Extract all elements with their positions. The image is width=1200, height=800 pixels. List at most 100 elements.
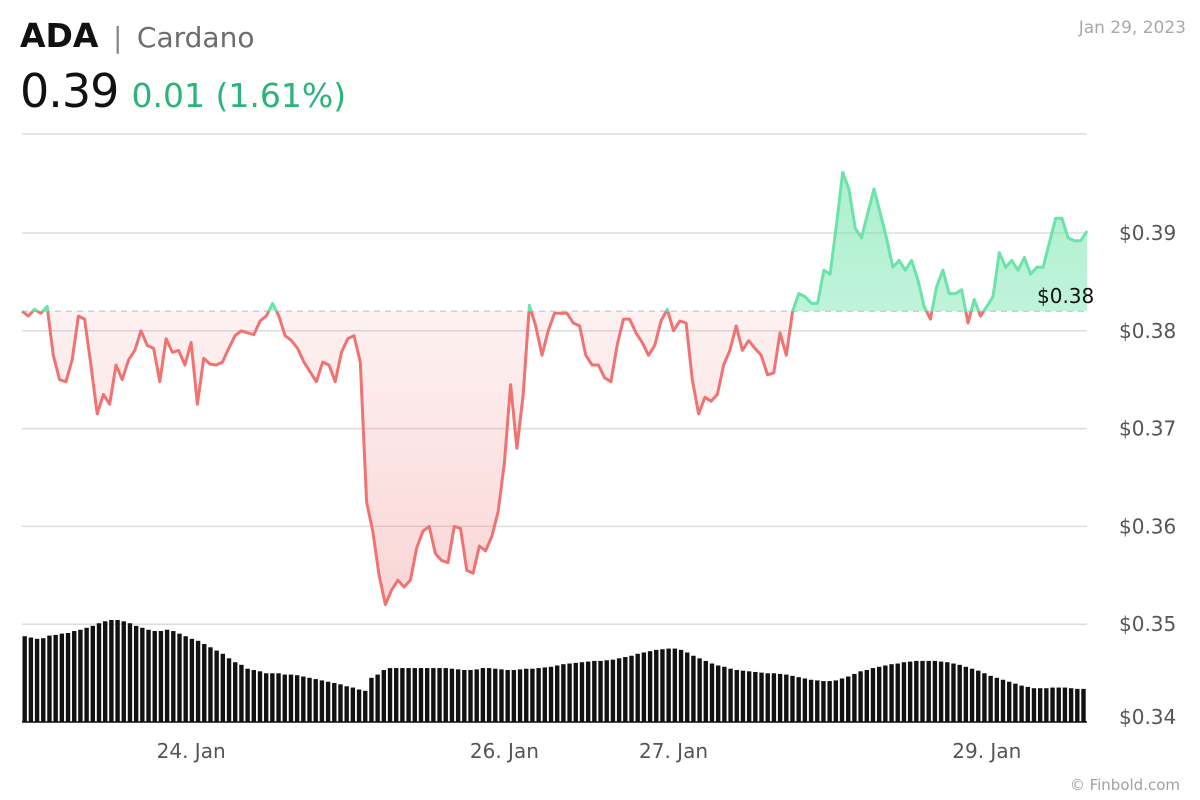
volume-bar: [715, 665, 721, 722]
volume-bar: [294, 675, 300, 722]
volume-bar: [870, 668, 876, 722]
volume-bar: [437, 668, 442, 722]
volume-bar: [976, 670, 981, 722]
chart-date: Jan 29, 2023: [1078, 18, 1186, 38]
ticker-symbol: ADA: [20, 16, 99, 55]
volume-bar: [109, 620, 114, 722]
volume-bar: [734, 670, 739, 722]
volume-bar: [728, 668, 733, 722]
volume-bar: [901, 662, 907, 722]
volume-bar: [883, 665, 888, 722]
price-line-down: [21, 311, 986, 607]
volume-bar: [418, 668, 424, 722]
volume-bar: [214, 650, 219, 722]
volume-bar: [945, 662, 950, 722]
volume-bar: [932, 660, 938, 722]
volume-bar: [220, 653, 226, 722]
volume-bar: [815, 680, 820, 722]
volume-bar: [270, 673, 275, 722]
volume-bar: [505, 670, 510, 722]
volume-bar: [846, 676, 851, 722]
x-tick-label: 26. Jan: [470, 739, 539, 763]
volume-bar: [394, 668, 399, 722]
volume-bar: [592, 660, 597, 722]
volume-bar: [72, 631, 77, 722]
volume-bar: [449, 668, 455, 722]
volume-bar: [78, 629, 83, 722]
volume-bar: [616, 658, 622, 722]
volume-bar: [858, 671, 863, 722]
volume-bar: [796, 677, 801, 722]
volume-bar: [443, 668, 448, 722]
volume-bar: [102, 621, 108, 722]
volume-bar: [647, 651, 653, 722]
reference-label: $0.38: [1037, 284, 1094, 308]
volume-bar: [740, 670, 746, 722]
volume-bar: [1019, 685, 1024, 722]
asset-name: Cardano: [136, 21, 255, 54]
volume-bar: [864, 670, 869, 722]
volume-bar: [127, 623, 133, 722]
volume-bar: [462, 670, 467, 722]
volume-bar: [1025, 686, 1030, 722]
volume-bar: [245, 668, 250, 722]
volume-bar: [499, 669, 504, 722]
volume-bar: [369, 677, 374, 722]
volume-bar: [1081, 688, 1086, 722]
y-tick-label: $0.36: [1119, 514, 1176, 538]
volume-bar: [957, 664, 962, 722]
volume-bar: [517, 669, 523, 722]
volume-bar: [555, 665, 560, 722]
volume-bar: [691, 655, 696, 722]
volume-bar: [233, 662, 238, 722]
volume-bar: [356, 689, 362, 722]
volume-bar: [585, 661, 591, 722]
volume-bar: [548, 666, 554, 722]
volume-bar: [480, 668, 486, 722]
volume-bar: [759, 672, 764, 722]
volume-bar: [202, 644, 207, 722]
volume-bar: [1068, 688, 1074, 722]
volume-bar: [876, 666, 882, 722]
volume-bar: [84, 627, 89, 722]
volume-bar: [406, 668, 411, 722]
volume-bar: [988, 675, 993, 722]
volume-bar: [65, 632, 71, 722]
volume-bar: [697, 658, 702, 722]
volume-bar: [47, 635, 52, 722]
volume-bar: [1037, 688, 1043, 722]
volume-bar: [969, 668, 975, 722]
volume-bar: [164, 629, 170, 722]
volume-bar: [746, 671, 752, 722]
volume-bar: [765, 673, 770, 722]
volume-bar: [672, 648, 678, 722]
volume-bar: [573, 662, 578, 722]
volume-bar: [802, 678, 808, 722]
volume-bar: [926, 660, 931, 722]
volume-bar: [895, 663, 900, 722]
volume-bar: [263, 673, 269, 722]
volume-bar: [610, 659, 616, 722]
volume-bar: [474, 669, 479, 722]
volume-bar: [251, 670, 256, 722]
area-below-reference: [22, 311, 1087, 605]
volume-bar: [22, 636, 27, 722]
volume-bar: [777, 673, 783, 722]
volume-bar: [282, 674, 287, 722]
volume-bar: [288, 674, 294, 722]
title-separator: |: [112, 21, 123, 54]
volume-bar: [195, 640, 201, 722]
watermark: © Finbold.com: [1069, 776, 1180, 794]
volume-bar: [542, 667, 548, 722]
volume-bar: [1075, 688, 1080, 722]
volume-bar: [994, 677, 1000, 722]
volume-bar: [1056, 687, 1061, 722]
volume-bar: [307, 677, 312, 722]
volume-bar: [561, 664, 566, 722]
volume-bar: [486, 668, 492, 722]
volume-bar: [158, 631, 164, 722]
volume-bar: [703, 660, 708, 722]
volume-bar: [177, 633, 182, 722]
y-tick-label: $0.35: [1119, 612, 1176, 636]
volume-bar: [666, 648, 671, 722]
